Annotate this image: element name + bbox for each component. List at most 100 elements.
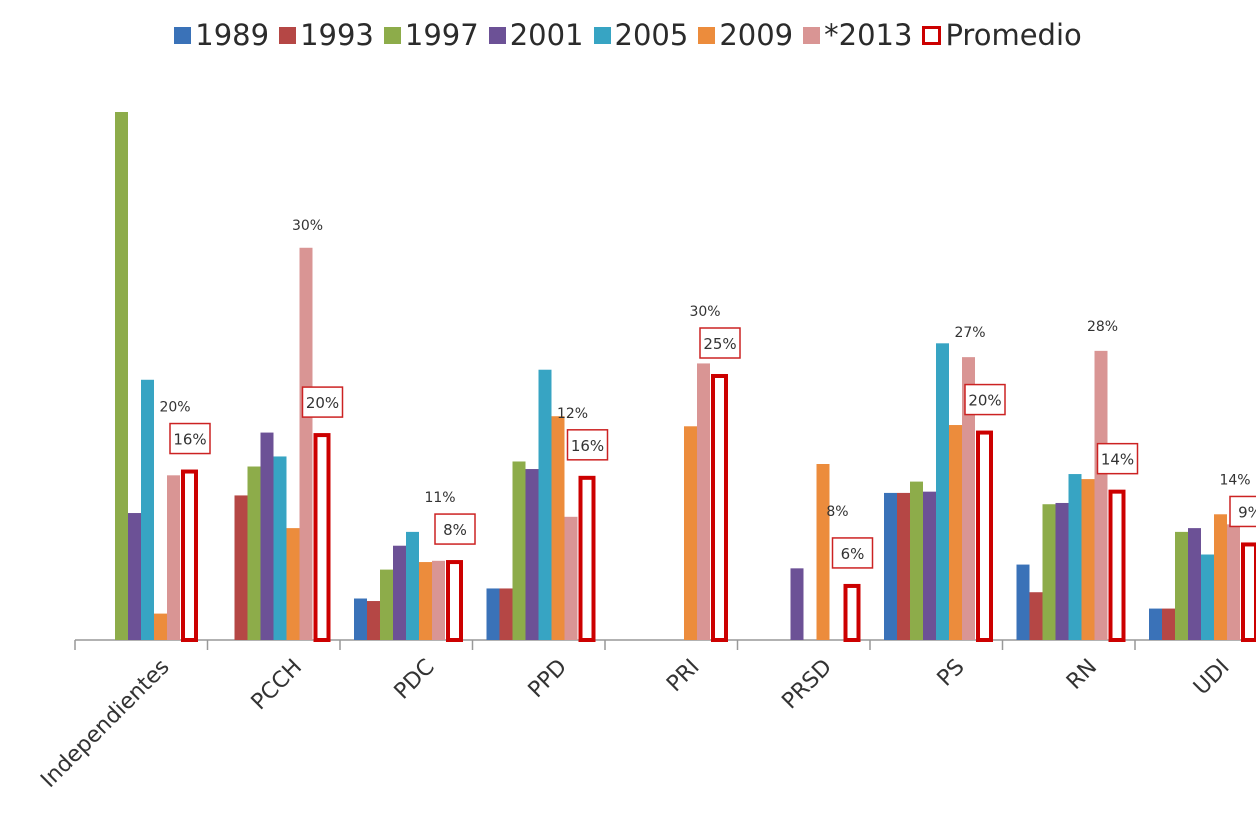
legend-item: 2009 [698, 18, 793, 52]
bar [486, 588, 500, 640]
x-tick-label: RN [1062, 655, 1102, 695]
bar [816, 464, 830, 640]
bar [1175, 531, 1188, 640]
bar [419, 562, 432, 640]
bar [564, 516, 578, 640]
average-bar [578, 475, 596, 643]
average-bar [1241, 542, 1256, 643]
x-tick-label: PCCH [247, 655, 307, 715]
bar [234, 495, 248, 640]
legend-item: 1997 [383, 18, 479, 52]
data-label: 20% [159, 400, 190, 416]
average-bar [446, 560, 463, 642]
legend-label: 2009 [719, 18, 794, 52]
legend-label: 1989 [195, 18, 270, 52]
legend-label: 1993 [300, 18, 374, 52]
data-label: 30% [292, 218, 323, 234]
legend-label: *2013 [824, 18, 913, 52]
average-bar [181, 469, 198, 642]
legend-item: 2001 [488, 18, 584, 52]
bar [1227, 524, 1240, 640]
average-label-box [169, 422, 211, 455]
average-label-box [1096, 442, 1139, 475]
x-tick-label: PDC [390, 655, 440, 705]
bar [1162, 608, 1175, 640]
average-label: 20% [306, 394, 339, 412]
average-label: 16% [571, 437, 604, 455]
average-label: 14% [1101, 451, 1134, 469]
average-label: 6% [841, 545, 865, 563]
average-label-box [831, 537, 874, 569]
bar [115, 112, 128, 640]
bar [260, 432, 274, 640]
legend-swatch [279, 26, 297, 44]
x-tick-label: PPD [524, 655, 572, 703]
data-label: 11% [424, 490, 455, 506]
average-bar [976, 430, 993, 643]
average-label-box [964, 383, 1006, 416]
bar [299, 247, 313, 640]
legend-swatch [922, 25, 942, 45]
bar [538, 369, 552, 640]
legend-swatch [593, 26, 611, 44]
legend-item: Promedio [922, 18, 1082, 52]
legend-label: 2001 [509, 18, 584, 52]
bar [141, 379, 154, 640]
average-label-box [1229, 495, 1256, 528]
bar [684, 426, 697, 640]
average-bar [313, 433, 331, 643]
data-label: 27% [954, 325, 985, 341]
average-bar [1108, 489, 1126, 642]
legend-item: *2013 [803, 18, 912, 52]
bar [910, 481, 923, 640]
legend-item: 2005 [593, 18, 688, 52]
x-tick-label: Independientes [36, 655, 174, 793]
bar [551, 416, 565, 640]
average-label-box [434, 513, 476, 545]
bar [499, 588, 513, 640]
bar [432, 560, 445, 640]
average-bar [711, 374, 728, 642]
data-label: 28% [1087, 319, 1118, 335]
x-tick-label: PRSD [777, 655, 837, 715]
legend-swatch [803, 26, 821, 44]
bar [525, 469, 539, 640]
average-label-box [566, 429, 609, 461]
bar [884, 492, 897, 640]
legend-item: 1989 [174, 18, 269, 52]
average-label: 25% [703, 335, 736, 353]
data-label: 30% [689, 304, 720, 320]
legend-label: 1997 [404, 18, 479, 52]
legend: 1989 1993 1997 2001 2005 2009 *2013 Promedio [0, 18, 1256, 52]
bar [1016, 564, 1030, 640]
bar [273, 456, 287, 640]
bar [1081, 479, 1095, 640]
bar [697, 363, 710, 640]
bar [154, 613, 167, 640]
average-label: 16% [173, 431, 206, 449]
bar [367, 601, 380, 640]
bar [1094, 350, 1108, 640]
average-label-box [699, 327, 741, 359]
data-label: 12% [557, 406, 588, 422]
data-label: 8% [826, 504, 848, 520]
bar [406, 531, 419, 640]
bar [1149, 608, 1162, 640]
x-tick-label: PS [933, 655, 970, 692]
legend-swatch [174, 26, 192, 44]
x-tick-label: PRI [662, 655, 704, 697]
legend-swatch [383, 26, 401, 44]
average-label: 8% [443, 521, 467, 539]
average-label: 9% [1238, 503, 1256, 521]
average-bar [843, 583, 861, 643]
bar [949, 425, 962, 640]
average-label: 20% [968, 392, 1001, 410]
bar [1188, 528, 1201, 640]
bar [354, 598, 367, 640]
x-tick-label: UDI [1189, 655, 1235, 701]
legend-label: Promedio [945, 18, 1082, 52]
bar [962, 357, 975, 640]
bar [1029, 592, 1043, 640]
